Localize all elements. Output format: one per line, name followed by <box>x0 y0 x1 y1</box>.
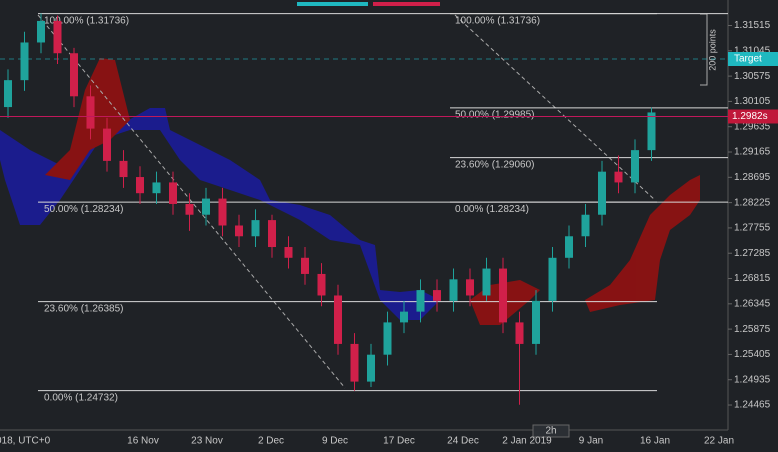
y-tick-label: 1.25405 <box>734 349 771 360</box>
x-tick-label: 23 Nov <box>191 436 223 447</box>
candle-body <box>416 290 425 312</box>
candle-body <box>367 354 375 382</box>
x-tick-label: 24 Dec <box>447 436 479 447</box>
candle-body <box>449 279 458 301</box>
y-tick-label: 1.31515 <box>734 20 771 31</box>
fib-label: 23.60% (1.29060) <box>455 159 535 170</box>
candle-body <box>103 128 111 161</box>
fib-label: 0.00% (1.28234) <box>455 204 529 215</box>
candle-body <box>136 177 144 194</box>
y-tick-label: 1.29165 <box>734 147 771 158</box>
candle-body <box>185 203 194 215</box>
cloud-bull <box>585 175 700 312</box>
current-price-label: 1.2982s <box>732 111 768 122</box>
candle-body <box>433 290 441 301</box>
toolbar-marker <box>373 2 440 6</box>
x-tick-label: ct 2018, UTC+0 <box>0 436 51 447</box>
candle-body <box>202 198 210 215</box>
fib-label: 0.00% (1.24732) <box>44 392 118 403</box>
y-tick-label: 1.30575 <box>734 71 771 82</box>
x-tick-label: 9 Jan <box>579 436 603 447</box>
x-tick-label: 16 Nov <box>127 436 159 447</box>
toolbar-marker <box>297 2 368 6</box>
y-tick-label: 1.25875 <box>734 324 771 335</box>
candle-body <box>515 322 524 344</box>
y-tick-label: 1.28695 <box>734 172 771 183</box>
current-price-box <box>728 109 778 124</box>
y-tick-label: 1.31045 <box>734 45 771 56</box>
candle-body <box>4 80 12 108</box>
candle-body <box>235 225 243 237</box>
candle-body <box>169 182 177 204</box>
candle-body <box>251 220 260 237</box>
candle-body <box>152 182 161 194</box>
candle-body <box>301 257 309 274</box>
fib-label: 50.00% (1.28234) <box>44 204 124 215</box>
range-label: 200 points <box>707 29 717 71</box>
candle-body <box>218 198 227 226</box>
candle-body <box>614 171 623 183</box>
y-tick-label: 1.28225 <box>734 197 771 208</box>
candle-body <box>350 343 359 382</box>
y-tick-label: 1.29635 <box>734 121 771 132</box>
fib-label: 100.00% (1.31736) <box>455 15 540 26</box>
candle-body <box>482 268 491 296</box>
fib-label: 23.60% (1.26385) <box>44 303 124 314</box>
timeframe[interactable]: 2h <box>545 426 556 437</box>
cloud-bear <box>0 108 440 320</box>
candle-body <box>37 20 45 43</box>
candle-body <box>631 150 639 183</box>
candle-body <box>20 42 29 81</box>
candle-body <box>581 214 590 237</box>
candle-body <box>284 247 293 258</box>
x-tick-label: 2 Jan 2019 <box>502 436 552 447</box>
candle-body <box>86 96 95 129</box>
y-tick-label: 1.30105 <box>734 96 771 107</box>
y-tick-label: 1.27285 <box>734 248 771 259</box>
fib-label: 50.00% (1.29985) <box>455 110 535 121</box>
candle-body <box>119 160 128 178</box>
candle-body <box>466 279 474 296</box>
candle-body <box>334 295 342 344</box>
trend-line <box>37 14 346 389</box>
candle-body <box>532 300 540 344</box>
candle-body <box>268 220 276 248</box>
candle-body <box>53 20 62 54</box>
y-tick-label: 1.26815 <box>734 273 771 284</box>
y-tick-label: 1.27755 <box>734 223 771 234</box>
candle-body <box>548 257 557 301</box>
candle-body <box>70 53 78 97</box>
target-box <box>728 51 778 66</box>
y-tick-label: 1.24935 <box>734 374 771 385</box>
fib-label: 100.00% (1.31736) <box>44 15 129 26</box>
x-tick-label: 9 Dec <box>322 436 348 447</box>
y-tick-label: 1.24465 <box>734 400 771 411</box>
target-label: Target <box>734 54 762 65</box>
y-tick-label: 1.26345 <box>734 298 771 309</box>
candle-body <box>383 322 392 355</box>
timeframe-box[interactable] <box>532 424 570 438</box>
candle-body <box>400 311 408 323</box>
candle-body <box>317 273 326 296</box>
candle-body <box>647 112 656 151</box>
x-tick-label: 22 Jan <box>704 436 734 447</box>
x-tick-label: 2 Dec <box>258 436 284 447</box>
candle-body <box>598 171 606 215</box>
x-tick-label: 17 Dec <box>383 436 415 447</box>
candle-body <box>499 268 507 323</box>
x-tick-label: 16 Jan <box>640 436 670 447</box>
candle-body <box>565 236 573 258</box>
